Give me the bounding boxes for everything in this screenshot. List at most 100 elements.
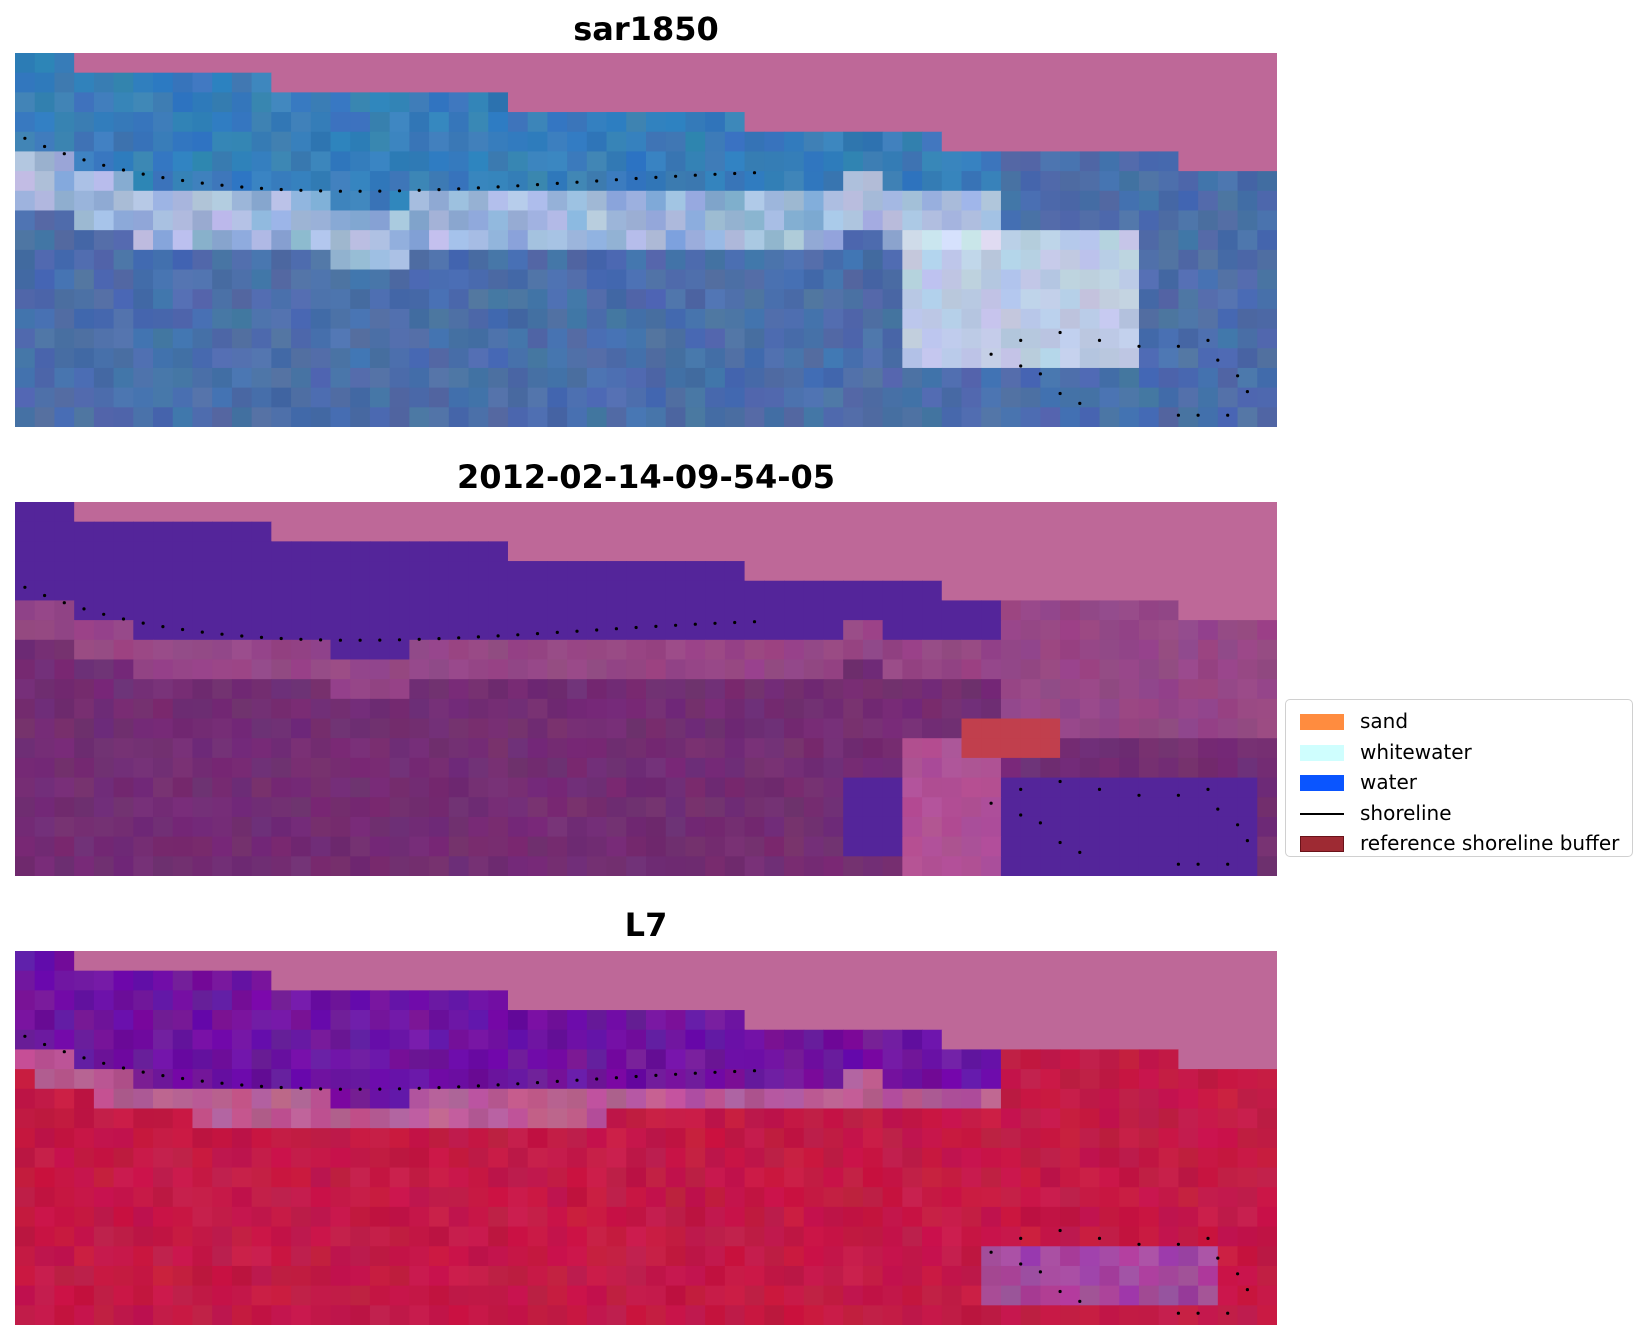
raster-pixel — [941, 1049, 963, 1070]
raster-pixel — [74, 1285, 95, 1306]
raster-pixel — [212, 1147, 233, 1169]
raster-pixel — [1020, 698, 1041, 720]
raster-pixel — [843, 620, 864, 641]
raster-pixel — [705, 1049, 726, 1070]
raster-pixel — [784, 112, 805, 133]
raster-pixel — [941, 502, 963, 523]
raster-pixel — [961, 367, 982, 389]
raster-pixel — [369, 407, 391, 427]
raster-pixel — [882, 1108, 903, 1129]
raster-pixel — [271, 1167, 292, 1188]
raster-pixel — [54, 269, 75, 290]
raster-pixel — [310, 289, 332, 310]
raster-pixel — [310, 1187, 332, 1208]
raster-pixel — [448, 92, 470, 113]
raster-pixel — [172, 659, 194, 680]
raster-pixel — [488, 407, 509, 427]
raster-pixel — [705, 1305, 726, 1325]
raster-pixel — [803, 72, 825, 93]
raster-pixel — [93, 990, 115, 1011]
raster-pixel — [1060, 1187, 1081, 1208]
shoreline-point — [1226, 862, 1230, 866]
raster-pixel — [724, 1305, 746, 1325]
raster-pixel — [823, 757, 844, 779]
raster-pixel — [1099, 561, 1120, 582]
raster-pixel — [823, 1029, 844, 1051]
raster-pixel — [310, 738, 332, 759]
raster-pixel — [1020, 541, 1041, 562]
raster-pixel — [291, 367, 312, 389]
raster-pixel — [310, 230, 332, 251]
raster-pixel — [981, 289, 1002, 310]
raster-pixel — [882, 521, 903, 542]
raster-pixel — [981, 816, 1002, 838]
raster-pixel — [941, 1265, 963, 1287]
raster-pixel — [488, 112, 509, 133]
raster-pixel — [1237, 856, 1258, 876]
raster-pixel — [1079, 269, 1101, 290]
shoreline-point — [102, 1061, 106, 1065]
raster-pixel — [1060, 1069, 1081, 1090]
raster-pixel — [291, 1285, 312, 1306]
raster-pixel — [54, 639, 75, 661]
raster-pixel — [1257, 190, 1277, 212]
raster-pixel — [1178, 541, 1199, 562]
raster-pixel — [172, 1246, 194, 1267]
raster-pixel — [507, 970, 529, 991]
shoreline-point — [1038, 1270, 1042, 1274]
raster-pixel — [1079, 757, 1101, 779]
shoreline-point — [614, 178, 619, 182]
raster-pixel — [1158, 990, 1180, 1011]
raster-pixel — [350, 990, 371, 1011]
raster-pixel — [803, 639, 825, 661]
raster-pixel — [310, 600, 332, 621]
raster-pixel — [1237, 1265, 1258, 1287]
raster-pixel — [961, 679, 982, 700]
raster-pixel — [547, 1285, 568, 1306]
raster-pixel — [823, 1285, 844, 1306]
raster-pixel — [902, 541, 923, 562]
raster-pixel — [1217, 230, 1239, 251]
raster-pixel — [764, 1128, 785, 1149]
raster-pixel — [1040, 92, 1061, 113]
raster-pixel — [330, 269, 351, 290]
raster-pixel — [54, 856, 75, 876]
raster-pixel — [192, 151, 213, 172]
shoreline-point — [476, 635, 480, 639]
legend-label-sand: sand — [1360, 709, 1409, 733]
raster-pixel — [172, 698, 194, 720]
raster-pixel — [922, 1147, 943, 1169]
raster-pixel — [212, 600, 233, 621]
raster-pixel — [34, 1187, 56, 1208]
raster-pixel — [291, 1246, 312, 1267]
raster-pixel — [251, 990, 272, 1011]
raster-pixel — [54, 990, 75, 1011]
raster-pixel — [389, 72, 410, 93]
raster-pixel — [1237, 1206, 1258, 1228]
raster-pixel — [1198, 620, 1219, 641]
raster-pixel — [113, 1128, 134, 1149]
raster-pixel — [291, 308, 312, 330]
raster-pixel — [409, 856, 430, 876]
raster-pixel — [567, 190, 588, 212]
raster-pixel — [1119, 1246, 1140, 1267]
raster-pixel — [93, 970, 115, 991]
raster-pixel — [547, 1206, 568, 1228]
raster-pixel — [1000, 951, 1022, 972]
raster-pixel — [113, 289, 134, 310]
raster-pixel — [468, 92, 489, 113]
raster-pixel — [744, 856, 765, 876]
raster-pixel — [882, 289, 903, 310]
raster-pixel — [981, 1285, 1002, 1306]
raster-pixel — [803, 1029, 825, 1051]
raster-pixel — [724, 171, 746, 192]
raster-pixel — [862, 171, 884, 192]
raster-pixel — [764, 541, 785, 562]
raster-pixel — [192, 269, 213, 290]
raster-pixel — [1040, 1128, 1061, 1149]
raster-pixel — [429, 580, 450, 602]
raster-pixel — [231, 1029, 253, 1051]
raster-pixel — [507, 289, 529, 310]
raster-pixel — [1198, 151, 1219, 172]
raster-pixel — [231, 190, 253, 212]
